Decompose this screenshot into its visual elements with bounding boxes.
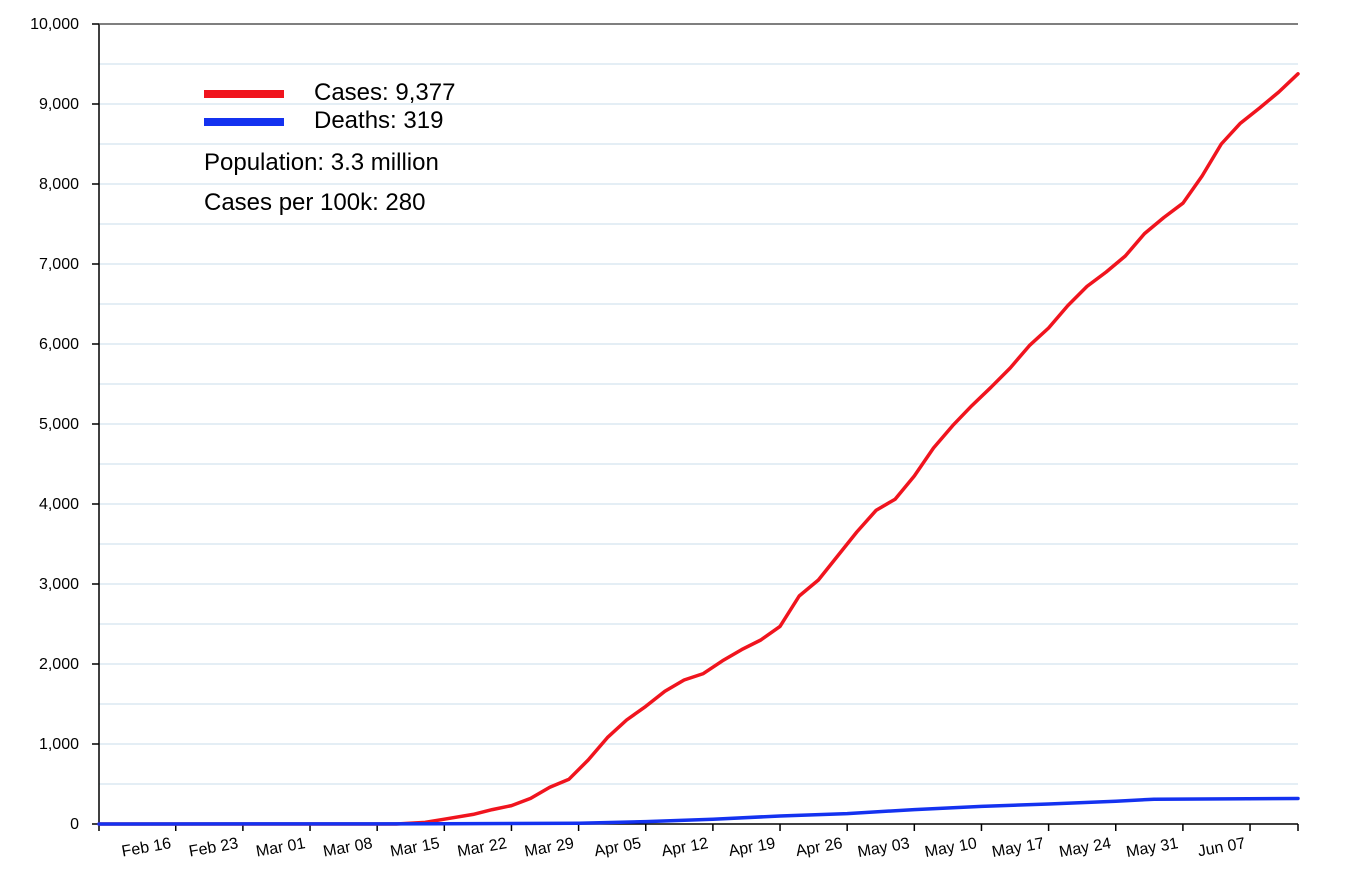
x-tick-label: May 03 bbox=[856, 835, 911, 861]
x-tick-label: Jun 07 bbox=[1196, 835, 1246, 860]
legend-cases-label: Cases: 9,377 bbox=[314, 79, 455, 106]
x-tick-label: May 17 bbox=[991, 835, 1046, 861]
y-axis-ticks: 0 1,000 2,000 3,000 4,000 5,000 6,000 7,000 8,00… bbox=[30, 16, 99, 833]
legend: Cases: 9,377 Deaths: 319 Population: 3.3… bbox=[204, 79, 455, 216]
x-tick-label: Mar 08 bbox=[322, 835, 374, 860]
population-label: Population: 3.3 million bbox=[204, 149, 439, 176]
x-tick-label: Feb 23 bbox=[188, 835, 240, 860]
y-tick-label: 3,000 bbox=[39, 576, 79, 593]
x-tick-label: May 10 bbox=[924, 835, 979, 861]
y-tick-label: 6,000 bbox=[39, 336, 79, 353]
cases-per-100k-label: Cases per 100k: 280 bbox=[204, 189, 425, 216]
legend-deaths-label: Deaths: 319 bbox=[314, 107, 443, 134]
series-line-cases bbox=[97, 72, 1300, 826]
x-tick-label: May 24 bbox=[1058, 835, 1113, 861]
x-tick-label: Mar 15 bbox=[389, 835, 441, 860]
y-tick-label: 10,000 bbox=[30, 16, 79, 33]
x-tick-label: Mar 22 bbox=[456, 835, 508, 860]
x-tick-label: May 31 bbox=[1125, 835, 1180, 861]
x-tick-label: Apr 05 bbox=[593, 835, 642, 860]
x-tick-label: Apr 12 bbox=[660, 835, 709, 860]
y-tick-label: 9,000 bbox=[39, 96, 79, 113]
y-tick-label: 4,000 bbox=[39, 496, 79, 513]
series-lines bbox=[97, 72, 1300, 826]
y-tick-label: 8,000 bbox=[39, 176, 79, 193]
y-tick-label: 0 bbox=[70, 816, 79, 833]
series-line-deaths bbox=[97, 796, 1300, 826]
x-tick-label: Feb 16 bbox=[120, 835, 172, 860]
x-tick-label: Apr 19 bbox=[727, 835, 776, 860]
gridlines bbox=[99, 63, 1298, 785]
x-tick-label: Mar 01 bbox=[255, 835, 307, 860]
x-tick-label: Apr 26 bbox=[794, 835, 843, 860]
y-tick-label: 2,000 bbox=[39, 656, 79, 673]
x-tick-label: Mar 29 bbox=[523, 835, 575, 860]
x-axis-ticks: Feb 16 Feb 23 Mar 01 Mar 08 Mar 15 Mar 22 Mar … bbox=[98, 824, 1299, 861]
y-tick-label: 5,000 bbox=[39, 416, 79, 433]
y-tick-label: 1,000 bbox=[39, 736, 79, 753]
y-tick-label: 7,000 bbox=[39, 256, 79, 273]
